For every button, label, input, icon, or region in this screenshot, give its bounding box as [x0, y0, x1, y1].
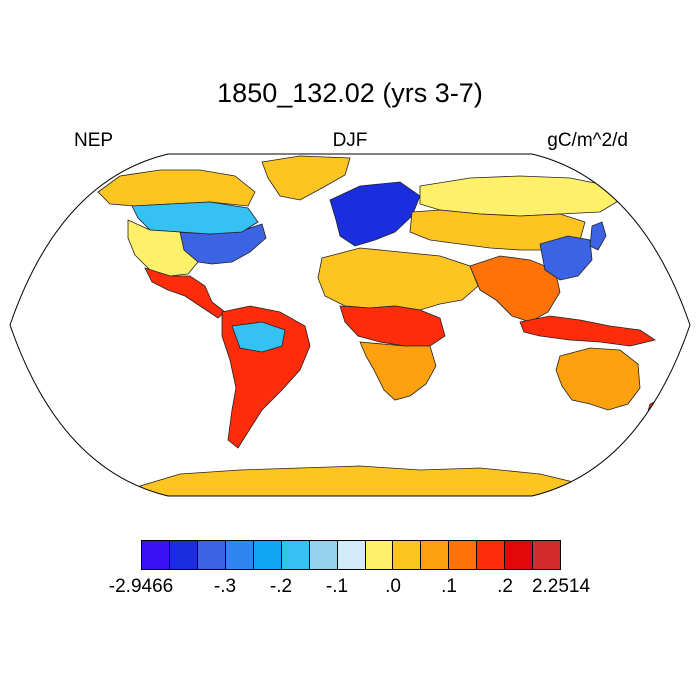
colorbar-label-7: 2.2514	[531, 576, 591, 597]
colorbar-label-6: .2	[497, 576, 513, 597]
map-region-indonesia	[519, 315, 656, 347]
map-region-siberia	[419, 175, 621, 217]
map-region-india-se-asia	[469, 255, 561, 323]
map-region-canada-mid	[131, 201, 259, 235]
variable-label: NEP	[74, 130, 114, 151]
colorbar	[141, 540, 561, 570]
colorbar-swatch-3	[225, 541, 254, 569]
map-region-japan	[589, 221, 607, 251]
colorbar-swatch-7	[337, 541, 366, 569]
colorbar-swatch-8	[365, 541, 394, 569]
season-label: DJF	[332, 130, 368, 151]
map-region-western-us	[127, 219, 199, 277]
map-region-greenland-ice	[261, 155, 351, 201]
colorbar-swatch-14	[533, 541, 561, 569]
map-region-europe	[329, 181, 421, 247]
map-region-sahara-arabia	[317, 247, 479, 311]
colorbar-labels: -2.9466 -.3 -.2 -.1 .0 .1 .2 2.2514	[0, 576, 700, 602]
colorbar-swatch-6	[309, 541, 338, 569]
colorbar-label-0: -2.9466	[108, 576, 174, 597]
colorbar-swatch-4	[253, 541, 282, 569]
map-region-central-africa	[339, 305, 446, 347]
map-region-australia	[555, 347, 641, 411]
map-region-east-china	[539, 235, 593, 281]
colorbar-swatch-0	[142, 541, 170, 569]
plot-title: 1850_132.02 (yrs 3-7)	[217, 78, 483, 108]
colorbar-swatch-1	[169, 541, 198, 569]
colorbar-swatch-10	[421, 541, 450, 569]
map-region-antarctica	[108, 465, 601, 496]
colorbar-swatch-9	[393, 541, 422, 569]
colorbar-swatch-5	[281, 541, 310, 569]
units-label: gC/m^2/d	[547, 130, 628, 151]
colorbar-label-3: -.1	[325, 576, 349, 597]
colorbar-label-2: -.2	[269, 576, 293, 597]
map-border	[9, 153, 691, 497]
colorbar-label-4: .0	[385, 576, 401, 597]
map-region-north-america-north	[97, 169, 256, 207]
map-region-amazon	[231, 321, 286, 353]
colorbar-swatch-2	[197, 541, 226, 569]
colorbar-swatch-13	[505, 541, 534, 569]
map-region-mexico-central-america	[144, 267, 226, 319]
colorbar-label-5: .1	[441, 576, 457, 597]
colorbar-swatch-12	[477, 541, 506, 569]
colorbar-label-1: -.3	[213, 576, 237, 597]
map-region-southern-africa	[359, 341, 437, 401]
colorbar-swatch-11	[449, 541, 478, 569]
